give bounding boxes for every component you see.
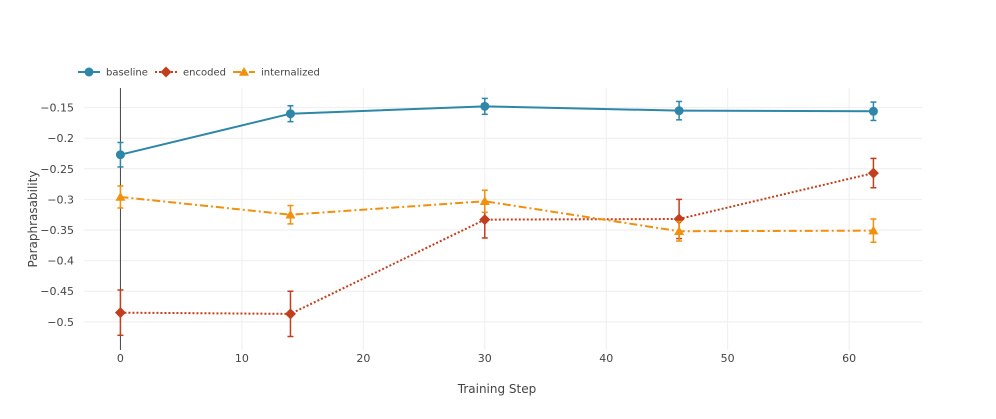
y-tick-label: −0.5 <box>47 316 74 329</box>
x-tick-label: 50 <box>721 352 735 365</box>
y-tick-label: −0.35 <box>40 224 74 237</box>
y-tick-label: −0.15 <box>40 102 74 115</box>
legend-marker-encoded[interactable] <box>160 66 172 78</box>
legend-item-baseline[interactable]: baseline <box>78 67 148 79</box>
data-point-baseline[interactable] <box>674 106 684 116</box>
legend-label-internalized: internalized <box>261 68 320 79</box>
x-tick-label: 60 <box>842 352 856 365</box>
x-tick-label: 0 <box>117 352 124 365</box>
x-tick-label: 30 <box>478 352 492 365</box>
data-point-encoded[interactable] <box>114 307 126 319</box>
y-tick-label: −0.2 <box>47 132 74 145</box>
series-internalized <box>115 185 879 244</box>
legend-label-baseline: baseline <box>106 68 148 79</box>
legend-item-internalized[interactable]: internalized <box>233 67 320 79</box>
series-layer <box>114 97 879 338</box>
data-point-internalized[interactable] <box>674 226 685 235</box>
x-tick-label: 20 <box>356 352 370 365</box>
legend[interactable]: baseline encoded internalized <box>78 66 320 79</box>
series-line-encoded <box>120 172 874 315</box>
data-point-encoded[interactable] <box>867 167 879 179</box>
series-line-baseline <box>120 105 874 156</box>
data-point-encoded[interactable] <box>284 308 296 320</box>
data-point-baseline[interactable] <box>115 150 125 160</box>
data-point-internalized[interactable] <box>115 191 126 201</box>
series-baseline <box>115 97 878 168</box>
data-point-internalized[interactable] <box>479 196 490 205</box>
data-point-internalized[interactable] <box>285 209 296 219</box>
legend-marker-baseline[interactable] <box>84 67 94 77</box>
y-tick-label: −0.25 <box>40 163 74 176</box>
data-point-baseline[interactable] <box>480 101 490 111</box>
y-axis-title: Paraphrasability <box>26 171 40 268</box>
y-tick-label: −0.3 <box>47 193 74 206</box>
legend-label-encoded: encoded <box>183 68 226 79</box>
grid-layer <box>84 88 922 350</box>
legend-item-encoded[interactable]: encoded <box>155 66 226 79</box>
series-line-internalized <box>120 195 874 233</box>
x-tick-label: 10 <box>235 352 249 365</box>
data-point-baseline[interactable] <box>285 109 295 119</box>
series-encoded <box>114 157 879 338</box>
data-point-internalized[interactable] <box>868 225 879 235</box>
axis-layer: 0 10 20 30 40 50 60 −0.15 −0.2 −0.25 −0.3 −0.35 −0.4… <box>40 88 856 365</box>
data-point-encoded[interactable] <box>479 214 491 226</box>
y-tick-label: −0.45 <box>40 285 74 298</box>
x-tick-label: 40 <box>599 352 613 365</box>
y-tick-label: −0.4 <box>47 255 74 268</box>
data-point-baseline[interactable] <box>868 106 878 116</box>
legend-marker-internalized[interactable] <box>239 67 249 76</box>
x-axis-title: Training Step <box>457 382 537 396</box>
